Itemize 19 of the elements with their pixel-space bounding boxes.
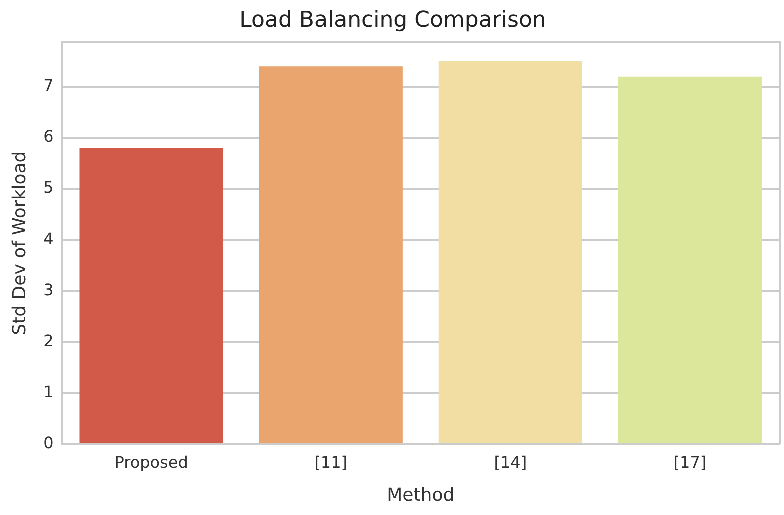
y-tick-label: 3 — [44, 280, 54, 300]
y-tick-label: 1 — [44, 382, 54, 402]
bar — [438, 62, 582, 444]
bar — [80, 148, 224, 444]
y-tick-label: 6 — [44, 127, 54, 146]
x-tick-label: [17] — [674, 452, 707, 472]
x-tick-label: Proposed — [114, 452, 188, 472]
x-tick-label: [11] — [314, 452, 348, 472]
y-tick-label: 0 — [44, 433, 54, 452]
bar — [618, 76, 762, 444]
chart-title: Load Balancing Comparison — [240, 8, 546, 33]
y-tick-label: 5 — [44, 178, 54, 198]
y-tick-label: 2 — [44, 331, 54, 350]
y-tick-label: 4 — [44, 229, 54, 248]
x-tick-label: [14] — [494, 452, 528, 472]
x-axis-title: Method — [387, 484, 455, 506]
bar — [259, 66, 403, 444]
y-tick-label: 7 — [44, 76, 54, 96]
y-axis-title: Std Dev of Workload — [9, 151, 30, 336]
